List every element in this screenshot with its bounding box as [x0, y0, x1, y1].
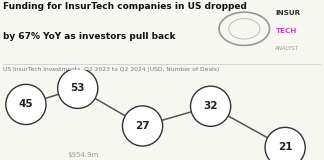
- Text: Funding for InsurTech companies in US dropped: Funding for InsurTech companies in US dr…: [3, 2, 247, 11]
- Ellipse shape: [58, 68, 98, 108]
- Ellipse shape: [6, 84, 46, 124]
- Text: TECH: TECH: [275, 28, 297, 34]
- Ellipse shape: [122, 106, 163, 146]
- Ellipse shape: [191, 86, 231, 126]
- Text: 53: 53: [71, 83, 85, 93]
- Text: 32: 32: [203, 101, 218, 111]
- Text: INSUR: INSUR: [275, 10, 301, 16]
- Ellipse shape: [265, 127, 305, 160]
- Text: ANALYST: ANALYST: [275, 46, 299, 51]
- Text: 21: 21: [278, 142, 292, 152]
- Text: $954.9m: $954.9m: [67, 152, 98, 158]
- Text: 27: 27: [135, 121, 150, 131]
- Text: US InsurTech Investments, Q2 2023 to Q2 2024 (USD, Number of Deals): US InsurTech Investments, Q2 2023 to Q2 …: [3, 67, 219, 72]
- Text: 45: 45: [18, 100, 33, 109]
- Text: by 67% YoY as investors pull back: by 67% YoY as investors pull back: [3, 32, 176, 41]
